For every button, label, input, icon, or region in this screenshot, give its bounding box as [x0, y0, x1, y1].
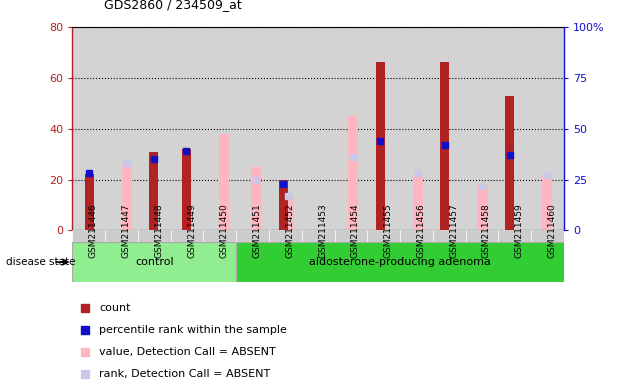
Bar	[269, 230, 302, 242]
Bar	[236, 230, 269, 242]
Text: GSM211455: GSM211455	[384, 203, 392, 258]
Bar	[278, 180, 288, 230]
Bar	[433, 230, 466, 242]
Bar	[72, 242, 236, 282]
Bar	[466, 230, 498, 242]
Text: percentile rank within the sample: percentile rank within the sample	[100, 325, 287, 335]
Text: GSM211448: GSM211448	[154, 203, 163, 258]
Text: GSM211452: GSM211452	[285, 203, 294, 258]
Text: GSM211457: GSM211457	[449, 203, 458, 258]
Bar	[367, 230, 400, 242]
Text: GSM211456: GSM211456	[416, 203, 425, 258]
Bar	[251, 167, 261, 230]
Text: GSM211446: GSM211446	[89, 203, 98, 258]
Bar	[203, 230, 236, 242]
Bar	[400, 230, 433, 242]
Text: GSM211460: GSM211460	[547, 203, 556, 258]
Bar	[84, 174, 94, 230]
Bar	[348, 116, 358, 230]
Text: GSM211453: GSM211453	[318, 203, 327, 258]
Text: control: control	[135, 257, 174, 267]
Bar	[72, 230, 105, 242]
Bar	[181, 149, 191, 230]
Text: GSM211449: GSM211449	[187, 203, 196, 258]
Text: GDS2860 / 234509_at: GDS2860 / 234509_at	[104, 0, 242, 12]
Bar	[219, 134, 229, 230]
Text: rank, Detection Call = ABSENT: rank, Detection Call = ABSENT	[100, 369, 271, 379]
Bar	[138, 230, 171, 242]
Text: GSM211447: GSM211447	[122, 203, 130, 258]
Bar	[505, 96, 514, 230]
Text: GSM211454: GSM211454	[351, 203, 360, 258]
Bar	[440, 63, 449, 230]
Bar	[335, 230, 367, 242]
Text: aldosterone-producing adenoma: aldosterone-producing adenoma	[309, 257, 491, 267]
Text: GSM211459: GSM211459	[515, 203, 524, 258]
Bar	[542, 177, 553, 230]
Bar	[171, 230, 203, 242]
Bar	[302, 230, 335, 242]
Bar	[284, 197, 294, 230]
Text: GSM211451: GSM211451	[253, 203, 261, 258]
Text: disease state: disease state	[6, 257, 76, 267]
Bar	[477, 185, 488, 230]
Bar	[149, 152, 159, 230]
Text: GSM211450: GSM211450	[220, 203, 229, 258]
Bar	[498, 230, 531, 242]
Text: count: count	[100, 303, 131, 313]
Bar	[105, 230, 138, 242]
Bar	[413, 174, 423, 230]
Text: GSM211458: GSM211458	[482, 203, 491, 258]
Bar	[236, 242, 564, 282]
Bar	[122, 164, 132, 230]
Bar	[531, 230, 564, 242]
Text: value, Detection Call = ABSENT: value, Detection Call = ABSENT	[100, 347, 276, 357]
Bar	[375, 63, 385, 230]
